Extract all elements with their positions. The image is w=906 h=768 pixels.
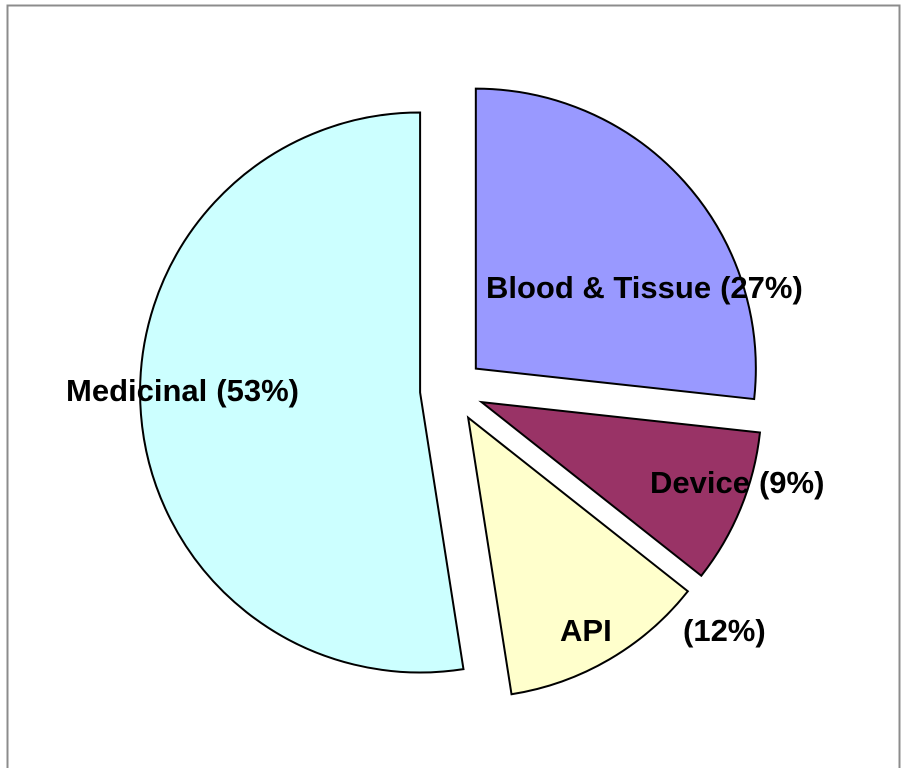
slice-label: Device (9%): [650, 465, 824, 500]
pie-slice: [466, 415, 690, 696]
slice-label-name: Device: [650, 465, 750, 500]
slice-label: Blood & Tissue (27%): [486, 270, 803, 305]
pie-slice: [139, 111, 465, 674]
slice-label: Medicinal (53%): [66, 373, 299, 408]
slice-label-value: (9%): [759, 465, 824, 500]
slice-label-name: Medicinal: [66, 373, 207, 408]
slice-label-value: (12%): [683, 613, 766, 648]
slice-label-value: (53%): [216, 373, 299, 408]
slice-label-name: API: [560, 613, 612, 648]
slice-label: API (12%): [560, 613, 766, 648]
slice-label-value: (27%): [720, 270, 803, 305]
pie-slice: [474, 87, 757, 401]
pie-slice: [478, 400, 762, 578]
slice-label-name: Blood & Tissue: [486, 270, 711, 305]
